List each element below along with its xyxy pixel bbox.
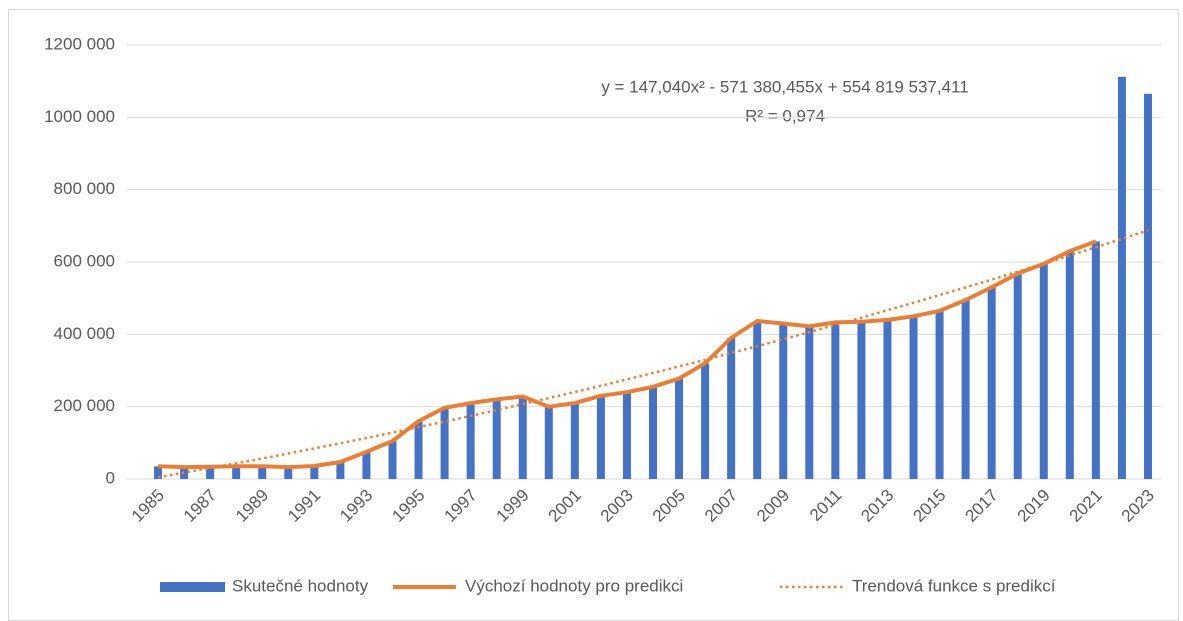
- bar: [154, 466, 163, 479]
- bar: [1143, 93, 1152, 479]
- bar: [649, 386, 657, 479]
- bar: [1065, 251, 1074, 479]
- bar: [909, 316, 918, 479]
- trend-line: [157, 229, 1149, 479]
- bar: [232, 466, 241, 479]
- y-tick-label: 0: [106, 468, 115, 487]
- y-tick-label: 800 000: [54, 179, 115, 198]
- bar: [284, 467, 293, 479]
- legend-swatch: [160, 582, 225, 592]
- bar: [414, 421, 423, 479]
- bar: [310, 465, 319, 479]
- y-tick-label: 1200 000: [44, 34, 115, 53]
- bar: [805, 326, 814, 479]
- bar: [883, 319, 892, 479]
- trend-r-squared: R² = 0,974: [745, 106, 825, 125]
- bar: [987, 287, 996, 479]
- bar: [779, 323, 788, 479]
- bar: [622, 392, 631, 479]
- y-tick-label: 200 000: [54, 396, 115, 415]
- bar: [440, 407, 449, 479]
- bar: [388, 441, 397, 479]
- legend-label: Trendová funkce s predikcí: [852, 576, 1056, 595]
- bar: [596, 395, 605, 479]
- bar: [701, 363, 710, 479]
- line: [157, 239, 1097, 470]
- bar: [753, 320, 762, 479]
- bar: [492, 399, 501, 479]
- bar: [362, 451, 371, 479]
- bar: [1091, 241, 1100, 479]
- legend-label: Skutečné hodnoty: [232, 576, 369, 595]
- y-tick-label: 1000 000: [44, 107, 115, 126]
- y-tick-label: 400 000: [54, 324, 115, 343]
- bar: [570, 403, 579, 479]
- bar: [258, 466, 267, 479]
- chart-frame: [8, 9, 1179, 621]
- bar: [857, 321, 866, 479]
- bar: [1117, 76, 1126, 480]
- bar: [466, 403, 475, 479]
- bar: [935, 310, 944, 479]
- trend-equation: y = 147,040x² - 571 380,455x + 554 819 5…: [601, 77, 968, 96]
- bar: [1039, 263, 1048, 479]
- bar: [727, 337, 736, 479]
- bar: [518, 396, 527, 479]
- bar: [1013, 273, 1022, 479]
- legend-label: Výchozí hodnoty pro predikci: [465, 576, 683, 595]
- bar: [544, 406, 553, 479]
- bar: [675, 378, 684, 479]
- bar: [336, 462, 345, 479]
- y-tick-label: 600 000: [54, 251, 115, 270]
- bar: [831, 322, 840, 479]
- bar: [206, 466, 215, 479]
- bar: [961, 299, 970, 479]
